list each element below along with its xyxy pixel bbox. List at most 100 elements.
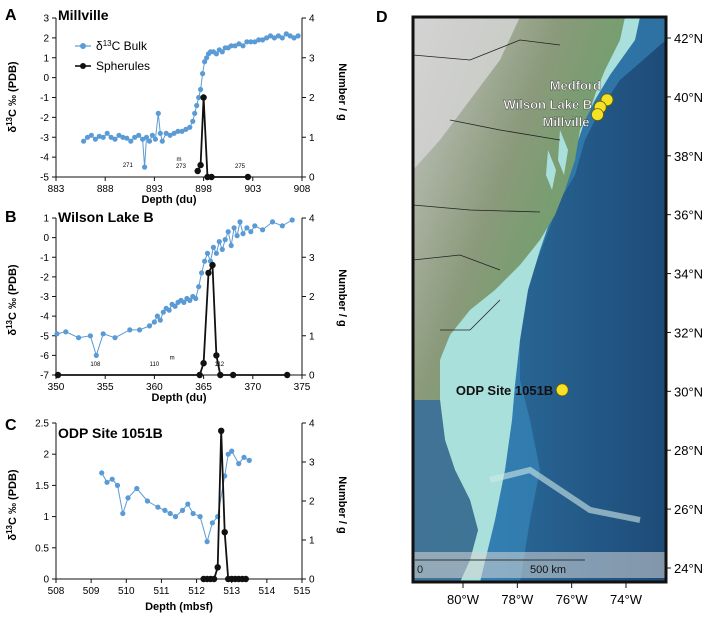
panel-b-spherules-point — [284, 371, 291, 379]
panel-c-spherules-point — [210, 575, 218, 583]
y2-tick-label: 3 — [309, 53, 315, 64]
y-tick-label: 0.5 — [35, 543, 49, 554]
lat-tick-label: 28°N — [674, 443, 703, 458]
core-section-annotation: 271 — [123, 163, 134, 169]
x-tick-label: 360 — [146, 382, 163, 393]
panel-a-bulk-point — [232, 43, 238, 49]
panel-a-bulk-point — [104, 130, 110, 136]
lat-tick-label: 32°N — [674, 325, 703, 340]
y2-tick-label: 2 — [309, 292, 315, 303]
panel-b-spherules-point — [213, 352, 220, 359]
map-lat-ticks: 42°N 40°N 38°N 36°N 34°N 32°N 30°N 28°N 26°N 24°N — [666, 31, 703, 576]
panel-a-bulk-point — [295, 33, 301, 39]
map-state-borders — [413, 39, 561, 331]
x-tick-label: 365 — [195, 382, 212, 393]
x-tick-label: 375 — [294, 382, 311, 393]
panel-c-x-label: Depth (mbsf) — [145, 601, 213, 613]
x-tick-label: 511 — [153, 586, 169, 597]
panel-c-bulk-point — [114, 482, 121, 488]
core-section-annotation: 112 — [215, 362, 225, 368]
panel-b-y-label: δ13C ‰ (PDB) — [5, 264, 19, 336]
site-label: ODP Site 1051B — [456, 383, 553, 398]
panel-a-bulk-point — [157, 130, 163, 136]
panel-c-y2-label: Number / g — [336, 476, 348, 533]
panel-b-bulk-point — [252, 223, 258, 229]
panel-c-bulk-point — [99, 470, 105, 476]
core-section-annotation: m — [170, 355, 175, 361]
core-section-annotation: 275 — [235, 164, 246, 170]
x-tick-label: 512 — [188, 586, 205, 597]
panel-c-bulk-point — [120, 510, 126, 517]
y-tick-label: 2 — [43, 450, 49, 461]
panel-c-bulk-point — [167, 510, 173, 517]
y-tick-label: 0 — [43, 73, 49, 84]
panel-a-bulk-point — [84, 134, 91, 140]
panel-c-y-ticks: 0 0.5 1 1.5 2 2.5 — [35, 419, 56, 586]
panel-a-bulk-point — [291, 35, 297, 41]
panel-b-bulk-point — [146, 323, 153, 329]
panel-a-bulk-point — [124, 135, 130, 141]
panel-d-label: D — [376, 9, 388, 26]
panel-a-bulk-point — [120, 134, 126, 140]
panel-c-spherules-point — [221, 529, 228, 536]
panel-c-bulk-point — [197, 514, 203, 520]
panel-a-bulk-point — [140, 136, 146, 142]
panel-a-bulk-point — [287, 33, 293, 39]
panel-a-bulk-point — [136, 132, 142, 138]
panel-b-bulk-point — [210, 244, 216, 250]
panel-a-y-label: δ13C ‰ (PDB) — [5, 61, 19, 133]
panel-c-spherules-line — [203, 430, 246, 580]
panel-c-x-ticks: 508 509 510 511 512 513 514 515 — [48, 579, 311, 597]
panel-b-bulk-point — [269, 219, 276, 225]
core-section-annotation: 108 — [90, 362, 101, 368]
panel-a-bulk-point — [92, 136, 98, 142]
panel-a-y2-ticks: 0 1 2 3 4 — [302, 14, 315, 184]
panel-c-bulk-point — [155, 504, 161, 510]
panel-a-y2-label: Number / g — [336, 63, 348, 120]
panel-a-x-ticks: 883 888 893 898 903 908 — [48, 177, 311, 195]
y-tick-label: -3 — [40, 133, 49, 144]
panel-b-y2-ticks: 0 1 2 3 4 — [302, 214, 315, 382]
panel-b-bulk-point — [193, 295, 199, 302]
panel-c-bulk-point — [179, 507, 186, 513]
x-tick-label: 355 — [97, 382, 114, 393]
y-tick-label: -2 — [40, 113, 49, 124]
panel-a-bulk-point — [252, 39, 258, 45]
panel-b-bulk-point — [172, 303, 178, 309]
y-tick-label: 0 — [43, 233, 49, 244]
y-tick-label: -7 — [40, 371, 49, 382]
panel-b-bulk-point — [244, 225, 250, 231]
panel-a-title: Millville — [58, 7, 109, 23]
y2-tick-label: 0 — [309, 371, 315, 382]
panel-a-bulk-point — [146, 138, 153, 144]
panel-b-bulk-point — [289, 217, 295, 223]
panel-a-bulk-point — [244, 39, 250, 45]
panel-a-spherules-point — [197, 161, 204, 169]
panel-b-bulk-point — [181, 299, 187, 305]
legend-bulk-marker — [80, 43, 86, 49]
panel-b-x-label: Depth (du) — [152, 392, 207, 404]
panel-b-y2-label: Number / g — [336, 269, 348, 326]
panel-b-spherules-point — [217, 371, 224, 379]
panel-b-bulk-point — [160, 309, 166, 315]
y2-tick-label: 4 — [309, 14, 315, 25]
lat-tick-label: 38°N — [674, 149, 703, 164]
panel-a: A Millville 883 888 893 898 903 908 -5-4-3-2-… — [5, 7, 348, 206]
x-tick-label: 893 — [146, 184, 163, 195]
panel-b-spherules-point — [54, 371, 62, 379]
panel-a-bulk-point — [256, 37, 262, 43]
panel-c-title: ODP Site 1051B — [58, 425, 163, 441]
panel-a-bulk-point — [179, 128, 185, 134]
panel-b-bulk-point — [100, 331, 106, 337]
panel-a-spherules-point — [244, 173, 252, 181]
panel-b-spherules-point — [205, 269, 212, 277]
map-sites: Medford Wilson Lake B Millville ODP Site 10… — [456, 78, 614, 398]
panel-c-bulk-point — [209, 520, 215, 526]
panel-b-bulk-point — [279, 223, 285, 229]
panel-b-bulk-point — [228, 242, 234, 249]
panel-a-bulk-point — [264, 35, 270, 41]
panel-b-bulk-point — [237, 219, 243, 225]
panel-b-bulk-point — [127, 327, 133, 333]
